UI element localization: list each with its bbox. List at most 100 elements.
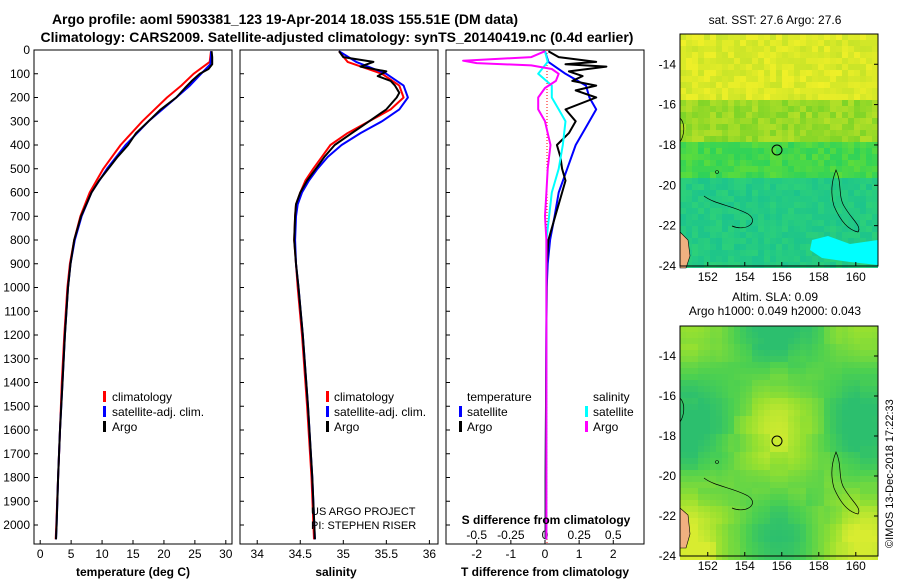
sla-cell [794,362,800,368]
sst-cell [716,124,722,130]
sla-cell [746,410,752,416]
sla-cell [830,446,836,452]
sst-cell [752,184,758,190]
sla-cell [722,344,728,350]
sst-cell [842,190,848,196]
sla-cell [842,554,848,560]
sst-cell [740,160,746,166]
sst-cell [842,64,848,70]
sla-cell [704,494,710,500]
sla-cell [824,422,830,428]
sst-cell [698,46,704,52]
sst-cell [842,262,848,268]
sla-cell [728,350,734,356]
sst-cell [842,148,848,154]
sst-cell [836,58,842,64]
sst-reef-contour [831,169,860,233]
sla-cell [872,494,878,500]
sst-cell [722,76,728,82]
legend-title-salinity: salinity [593,390,630,404]
sla-cell [824,428,830,434]
sst-cell [758,118,764,124]
sla-cell [848,392,854,398]
sst-cell [692,112,698,118]
sla-cell [800,368,806,374]
sst-cell [860,70,866,76]
sst-cell [818,160,824,166]
sla-cell [746,482,752,488]
sst-cell [782,118,788,124]
sla-cell [788,368,794,374]
sst-cell [788,154,794,160]
sla-cell [716,446,722,452]
sst-cell [866,172,872,178]
sla-cell [782,332,788,338]
sst-cell [812,226,818,232]
sla-cell [836,554,842,560]
sst-cell [854,154,860,160]
legend-label-argo: Argo [112,420,138,434]
sst-cell [860,130,866,136]
sla-cell [794,380,800,386]
legend-label-satellite: satellite-adj. clim. [334,405,426,419]
sla-cell [806,488,812,494]
sst-cell [830,52,836,58]
sst-cell [812,220,818,226]
sst-cell [770,178,776,184]
sst-cell [752,46,758,52]
sst-cell [872,64,878,70]
sla-cell [842,356,848,362]
sla-cell [824,500,830,506]
sst-cell [848,196,854,202]
sla-cell [716,434,722,440]
sla-cell [758,488,764,494]
sla-cell [770,404,776,410]
sst-cell [776,94,782,100]
sst-cell [860,58,866,64]
sst-cell [794,94,800,100]
sst-cell [782,70,788,76]
sla-cell [734,368,740,374]
sst-cell [812,40,818,46]
sst-cell [764,250,770,256]
sst-cell [692,94,698,100]
sla-cell [848,500,854,506]
sst-cell [746,130,752,136]
sst-cell [686,142,692,148]
sla-cell [752,518,758,524]
sla-cell [776,542,782,548]
depth-tick-label: 1700 [3,447,30,461]
sst-cell [710,76,716,82]
sla-cell [824,458,830,464]
sla-cell [842,422,848,428]
sla-cell [746,434,752,440]
sst-cell [788,136,794,142]
sst-cell [854,226,860,232]
sst-cell [782,46,788,52]
sla-cell [812,464,818,470]
sst-cell [854,76,860,82]
sst-cell [752,52,758,58]
sla-cell [746,362,752,368]
sst-cell [752,256,758,262]
sla-cell [764,440,770,446]
sla-cell [776,524,782,530]
sla-edge-contour [679,397,685,423]
sla-cell [800,554,806,560]
sst-cell [842,94,848,100]
sla-cell [866,344,872,350]
sst-cell [722,136,728,142]
sla-cell [812,416,818,422]
sla-cell [710,434,716,440]
sst-cell [722,214,728,220]
sst-cell [800,220,806,226]
sst-cell [812,64,818,70]
sst-cell [704,70,710,76]
sst-cell [848,76,854,82]
sla-cell [716,338,722,344]
sst-cell [704,208,710,214]
sst-cell [830,82,836,88]
sst-cell [806,112,812,118]
sst-cell [692,202,698,208]
sla-cell [788,416,794,422]
